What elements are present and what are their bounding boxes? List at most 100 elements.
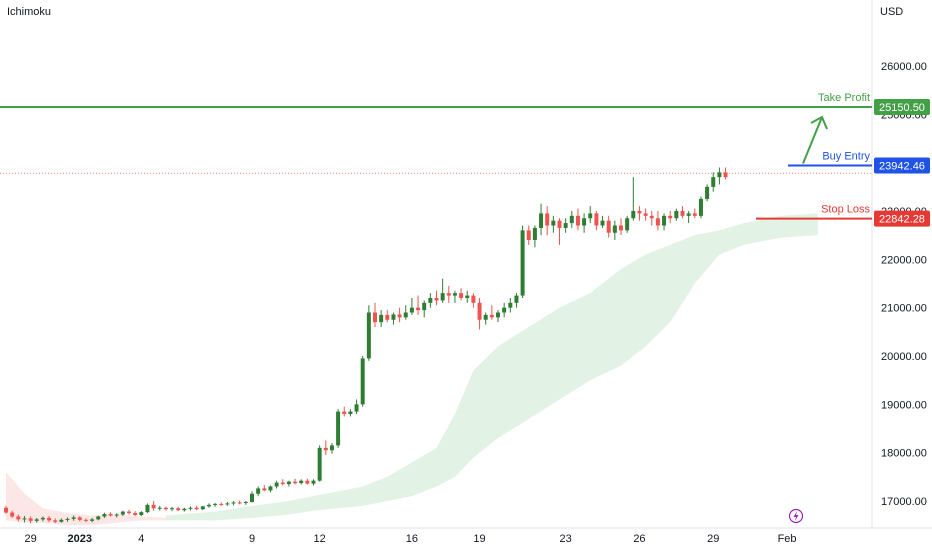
candle-body [237,502,242,504]
candle-body [545,213,550,226]
candle-body [643,213,648,216]
candle-body [47,517,52,521]
candle-body [711,177,716,187]
candle-body [705,186,710,199]
y-tick-label: 18000.00 [881,448,927,460]
x-tick-label: 12 [314,533,326,545]
buy-entry-tag-text: 23942.46 [879,160,925,172]
take-profit-tag [874,99,930,116]
candle-body [170,508,175,510]
candle-body [717,172,722,178]
candle-body [151,504,156,509]
x-tick-label: Feb [778,533,797,545]
candle-body [471,295,476,303]
y-tick-label: 22000.00 [881,254,927,266]
candle-body [40,517,45,520]
candle-body [569,215,574,224]
x-tick-label: 29 [24,533,36,545]
candle-body [200,506,205,510]
candle-body [163,507,168,510]
cloud-bearish [6,472,166,526]
candle-body [526,230,531,240]
candle-body [16,516,21,520]
candle-body [274,482,279,487]
candle-body [83,519,88,521]
x-tick-label: 9 [249,533,255,545]
candle-body [600,220,605,226]
y-tick-label: 21000.00 [881,303,927,315]
currency-label[interactable]: USD [880,6,904,18]
candle-body [256,488,261,494]
candle-body [459,293,464,298]
candle-body [145,504,150,513]
candle-body [250,493,254,502]
stop-loss-tag-text: 22842.28 [879,214,925,226]
candle-body [311,480,316,484]
candle-body [102,514,107,517]
candle-body [588,213,593,219]
candle-body [323,447,328,451]
x-tick-label: 29 [707,533,719,545]
lightning-icon-bolt [793,511,799,521]
candle-body [120,511,125,515]
candle-body [440,293,445,301]
candle-body [10,512,15,517]
buy-entry-label: Buy Entry [822,150,870,162]
candle-body [34,519,39,521]
candle-body [293,481,298,484]
indicator-label[interactable]: Ichimoku [7,6,52,18]
candle-body [22,518,27,520]
target-arrow-shaft [802,116,823,164]
candle-body [219,503,224,505]
candle-body [452,293,457,296]
candle-body [594,213,599,226]
candle-body [28,518,33,521]
candle-body [108,514,113,516]
y-tick-label: 26000.00 [881,61,927,73]
candle-body [96,516,101,520]
candle-body [348,411,353,414]
candle-body [4,507,8,513]
candle-body [114,514,119,516]
candle-body [434,298,439,301]
candle-body [649,215,654,219]
candle-body [53,520,58,522]
candle-body [194,507,199,510]
candle-body [77,517,82,520]
candle-body [305,480,310,484]
trade-levels[interactable]: Take Profit 25150.50 Buy Entry 23942.46 Stop… [0,92,930,227]
candle-body [176,508,181,511]
x-tick-label: 16 [406,533,418,545]
candle-body [637,211,642,214]
x-tick-label: 23 [560,533,572,545]
candle-body [397,314,402,318]
candle-body [428,298,433,303]
candle-body [575,215,580,226]
candle-body [409,307,414,313]
candle-body [280,482,285,485]
candle-body [692,213,697,216]
candle-body [360,358,365,405]
candle-body [662,215,667,226]
candle-body [686,213,691,216]
candle-body [551,220,556,226]
cloud-bullish [165,213,818,521]
candle-body [342,411,347,414]
lightning-icon [788,508,804,524]
candle-body [532,227,537,240]
candle-body [723,172,728,178]
candle-body [680,211,685,216]
candle-body [59,519,64,522]
candle-body [336,411,341,446]
ichimoku-cloud [6,213,818,526]
candle-body [268,486,273,491]
candle-body [127,511,131,514]
candle-body [631,211,636,219]
take-profit-label: Take Profit [818,92,870,104]
candle-body [416,307,421,311]
candle-body [139,512,144,516]
annotations [788,115,828,524]
candle-body [619,225,623,231]
